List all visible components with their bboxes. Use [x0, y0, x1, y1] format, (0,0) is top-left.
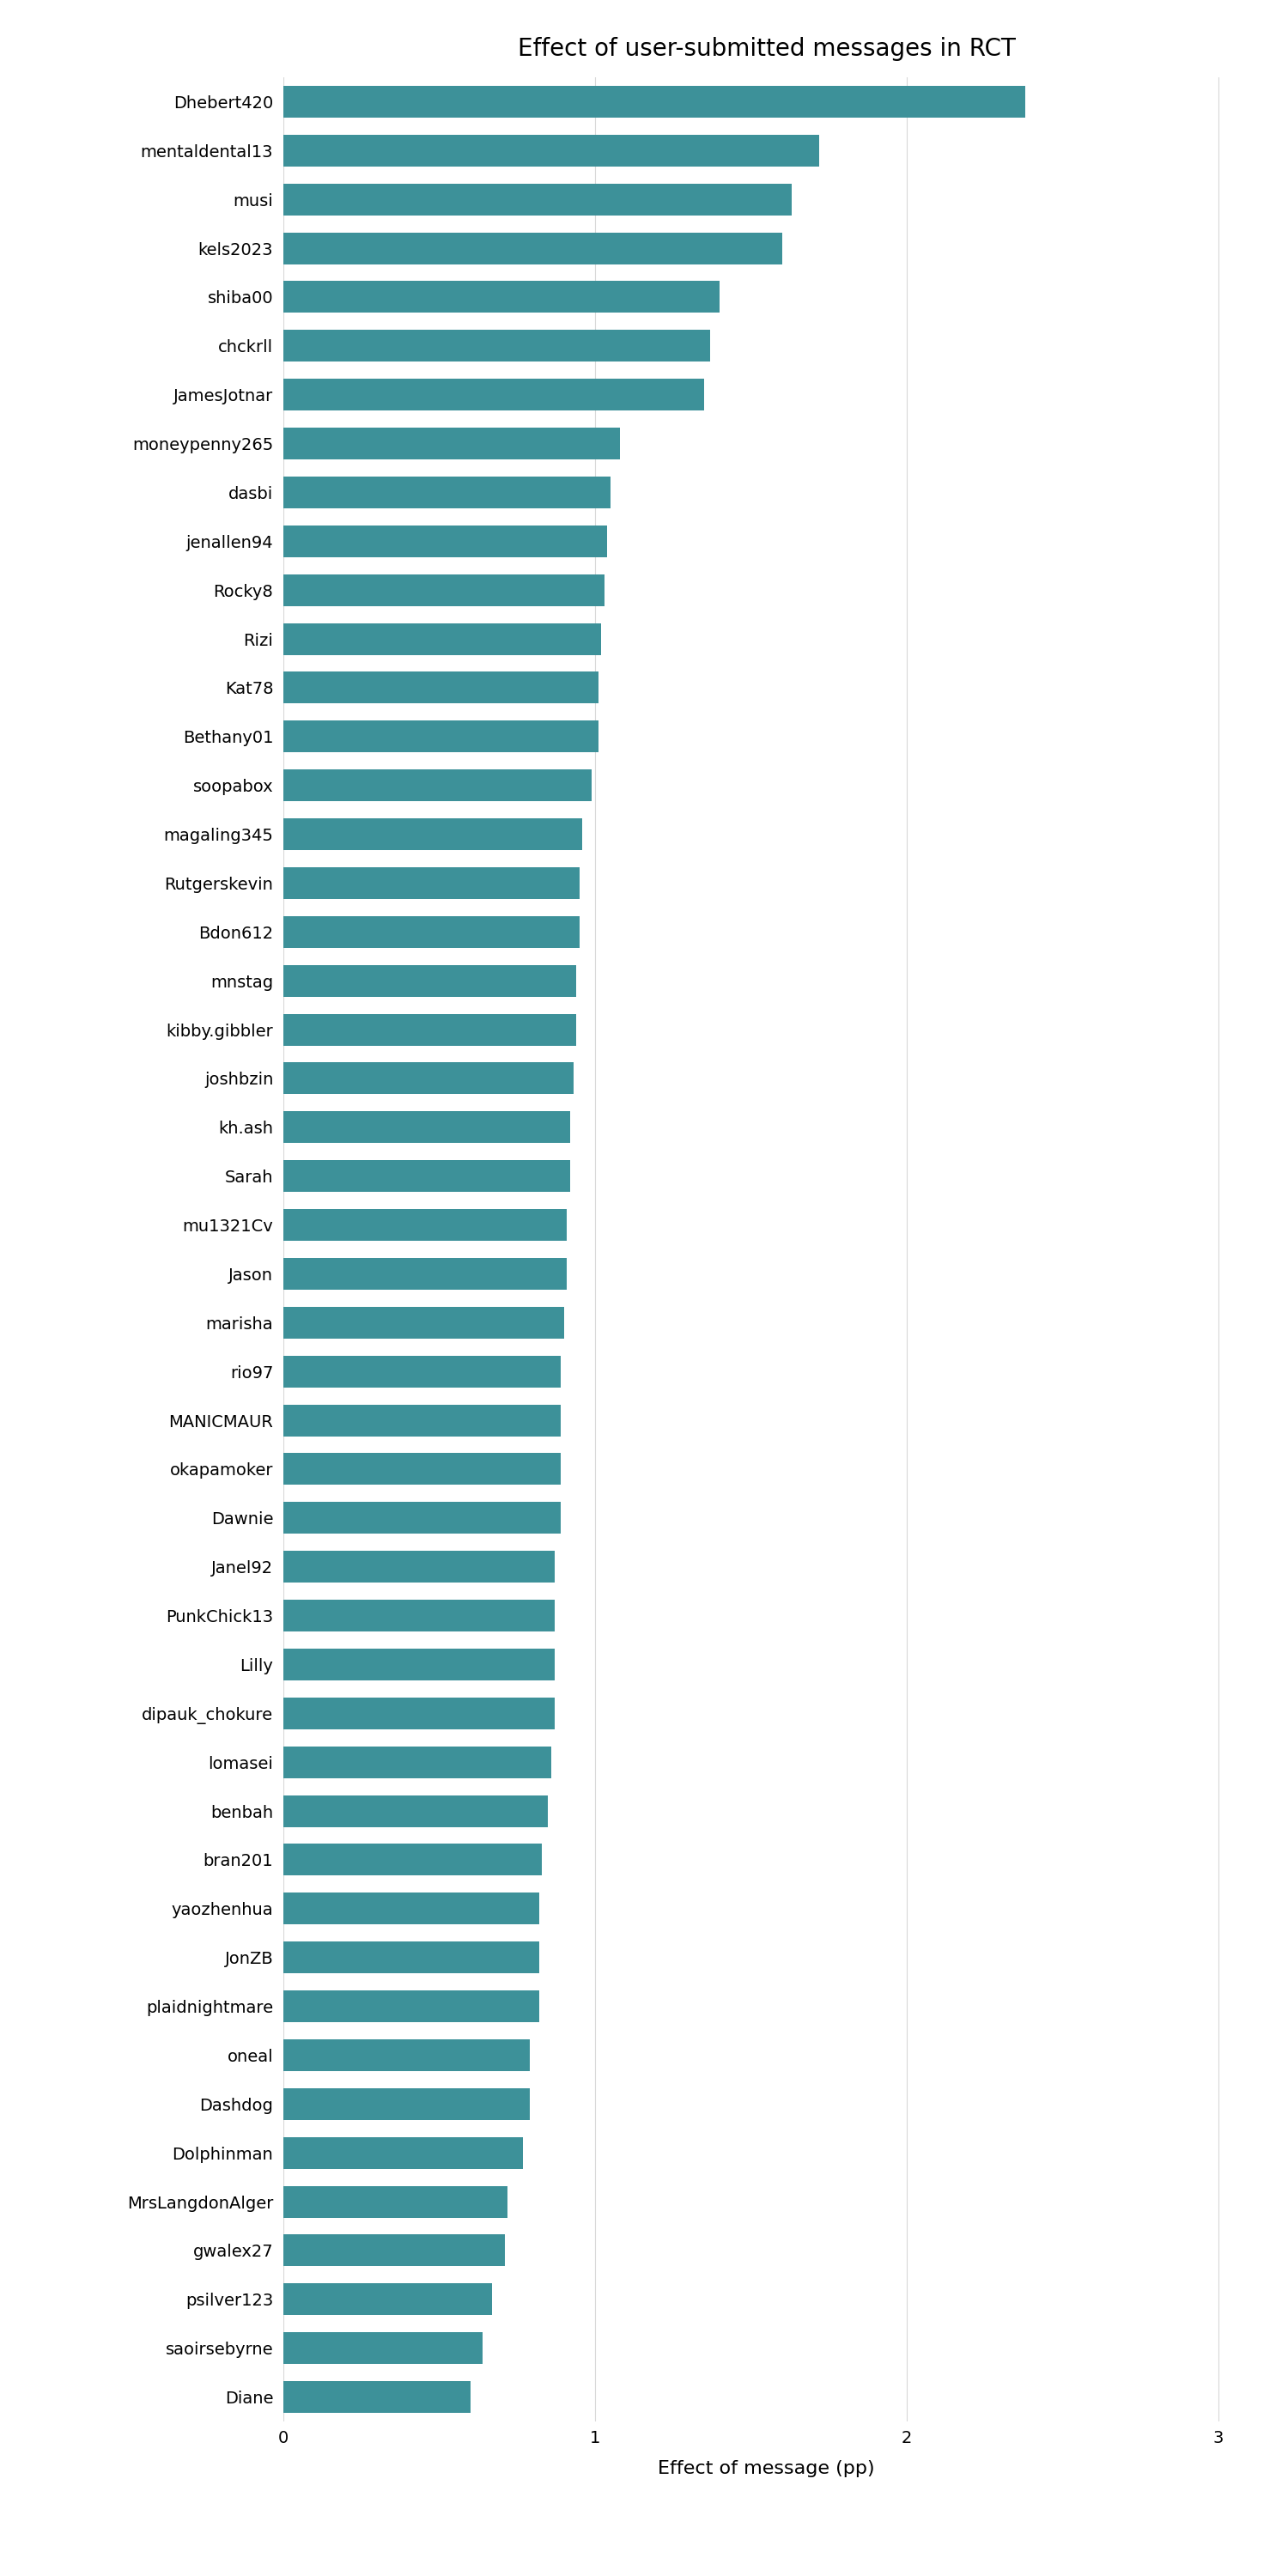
Bar	[283, 623, 601, 654]
Bar	[283, 1257, 567, 1291]
Bar	[283, 1551, 554, 1582]
Bar	[283, 2331, 483, 2365]
X-axis label: Effect of message (pp): Effect of message (pp)	[658, 2460, 875, 2478]
Bar	[283, 1453, 560, 1484]
Bar	[283, 1991, 538, 2022]
Bar	[283, 428, 620, 459]
Bar	[283, 2089, 529, 2120]
Bar	[283, 477, 611, 507]
Bar	[283, 721, 598, 752]
Bar	[283, 281, 720, 312]
Bar	[283, 1061, 573, 1095]
Bar	[283, 1502, 560, 1533]
Bar	[283, 1404, 560, 1437]
Bar	[283, 1795, 549, 1826]
Title: Effect of user-submitted messages in RCT: Effect of user-submitted messages in RCT	[518, 36, 1015, 62]
Bar	[283, 134, 819, 167]
Bar	[283, 2233, 505, 2267]
Bar	[283, 330, 710, 361]
Bar	[283, 1942, 538, 1973]
Bar	[283, 770, 592, 801]
Bar	[283, 966, 576, 997]
Bar	[283, 379, 705, 410]
Bar	[283, 917, 580, 948]
Bar	[283, 1698, 554, 1728]
Bar	[283, 1306, 564, 1340]
Bar	[283, 1110, 571, 1144]
Bar	[283, 2138, 523, 2169]
Bar	[283, 526, 608, 556]
Bar	[283, 1159, 571, 1193]
Bar	[283, 1893, 538, 1924]
Bar	[283, 2040, 529, 2071]
Bar	[283, 2380, 470, 2414]
Bar	[283, 1355, 560, 1388]
Bar	[283, 2282, 492, 2316]
Bar	[283, 574, 604, 605]
Bar	[283, 1600, 554, 1631]
Bar	[283, 1208, 567, 1242]
Bar	[283, 85, 1025, 118]
Bar	[283, 232, 782, 265]
Bar	[283, 868, 580, 899]
Bar	[283, 1844, 542, 1875]
Bar	[283, 1015, 576, 1046]
Bar	[283, 183, 791, 216]
Bar	[283, 1649, 554, 1680]
Bar	[283, 819, 582, 850]
Bar	[283, 1747, 551, 1777]
Bar	[283, 672, 598, 703]
Bar	[283, 2187, 507, 2218]
